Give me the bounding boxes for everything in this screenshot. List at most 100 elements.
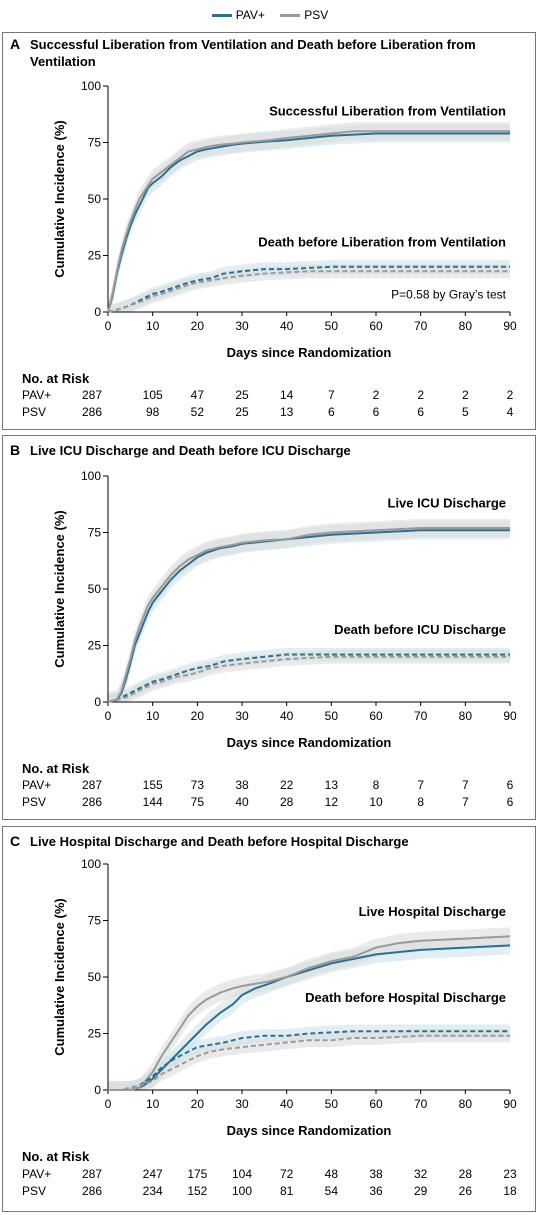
panel-a-risk-cell-0-5: 7	[328, 388, 335, 402]
panel-b-xtick-label-0: 0	[105, 709, 112, 723]
panel-a-xtick-label-80: 80	[459, 319, 473, 333]
panel-a-risk-cell-0-1: 105	[143, 388, 163, 402]
panel-c-xtick-label-40: 40	[280, 1097, 294, 1111]
panel-b-risk-cell-1-6: 10	[369, 795, 383, 809]
panel-b-xtick-label-50: 50	[325, 709, 339, 723]
panel-b-line-psv-main	[107, 527, 510, 703]
panel-b-risk-cell-0-9: 6	[507, 778, 514, 792]
panel-b-ytick-label-75: 75	[88, 526, 102, 540]
panel-b-risk-cell-0-3: 38	[235, 778, 249, 792]
panel-b-annotation-1: Death before ICU Discharge	[334, 622, 506, 637]
panel-a-risk-cell-1-2: 52	[191, 405, 205, 419]
panel-b-ytick-label-0: 0	[94, 695, 101, 709]
panel-a-risk-cell-0-0: 287	[82, 388, 102, 402]
panel-c-ylabel: Cumulative Incidence (%)	[52, 898, 67, 1055]
panel-a-xtick-label-70: 70	[414, 319, 428, 333]
panel-c-risk-cell-1-9: 18	[503, 1184, 517, 1198]
panel-c-band-2	[108, 1024, 510, 1090]
panel-a-xlabel: Days since Randomization	[227, 345, 392, 360]
panel-c-xtick-label-0: 0	[105, 1097, 112, 1111]
panel-a-xtick-label-60: 60	[369, 319, 383, 333]
panel-b-ytick-label-50: 50	[88, 582, 102, 596]
panel-a-title-line1: Successful Liberation from Ventilation a…	[30, 37, 476, 52]
panel-a-risk-cell-0-3: 25	[235, 388, 249, 402]
panel-c-line-psv-main	[108, 935, 511, 1091]
panel-a-risk-header: No. at Risk	[22, 371, 90, 386]
panel-c-risk-header: No. at Risk	[22, 1149, 90, 1164]
panel-a-letter: A	[10, 36, 20, 52]
panel-b-risk-cell-1-5: 12	[325, 795, 339, 809]
panel-b-xtick-label-20: 20	[191, 709, 205, 723]
panel-c-risk-cell-0-9: 23	[503, 1167, 517, 1181]
panel-a-line-psv-death	[107, 270, 510, 313]
panel-b-risk-cell-0-0: 287	[82, 778, 102, 792]
panel-c-risk-label-1: PSV	[22, 1184, 46, 1198]
panel-a-xtick-label-40: 40	[280, 319, 294, 333]
panel-a-risk-cell-0-9: 2	[507, 388, 514, 402]
panel-a-xtick-label-90: 90	[503, 319, 517, 333]
panel-c-risk-cell-1-5: 54	[325, 1184, 339, 1198]
panel-b-xtick-label-70: 70	[414, 709, 428, 723]
panel-a-xtick-label-20: 20	[191, 319, 205, 333]
panel-b-band-0	[108, 521, 510, 702]
panel-c-risk-cell-1-0: 286	[82, 1184, 102, 1198]
panel-c-ytick-label-50: 50	[88, 970, 102, 984]
panel-a-annotation-1: Death before Liberation from Ventilation	[258, 234, 506, 249]
panel-b-risk-cell-1-9: 6	[507, 795, 514, 809]
panel-c-risk-cell-1-4: 81	[280, 1184, 294, 1198]
panel-b-line-pav-death	[107, 653, 510, 703]
panel-b-risk-cell-1-0: 286	[82, 795, 102, 809]
panel-b-ylabel: Cumulative Incidence (%)	[52, 510, 67, 667]
panel-b-xtick-label-30: 30	[235, 709, 249, 723]
panel-b-ytick-label-25: 25	[88, 639, 102, 653]
panel-b-xtick-label-40: 40	[280, 709, 294, 723]
panel-b-title: Live ICU Discharge and Death before ICU …	[30, 443, 351, 458]
panel-b-risk-label-0: PAV+	[22, 778, 51, 792]
panel-a-xtick-label-10: 10	[146, 319, 160, 333]
legend-swatch-psv	[280, 14, 301, 18]
panel-a-annotation-0: Successful Liberation from Ventilation	[269, 103, 506, 118]
panel-b-line-pav-main	[107, 529, 510, 703]
panel-a-risk-cell-1-6: 6	[373, 405, 380, 419]
panel-c-risk-cell-0-6: 38	[369, 1167, 383, 1181]
panel-c-annotation-1: Death before Hospital Discharge	[305, 990, 506, 1005]
panel-c-ytick-label-0: 0	[94, 1083, 101, 1097]
panel-c-ytick-label-100: 100	[81, 857, 101, 871]
panel-a-line-psv-main	[107, 130, 510, 313]
panel-b-letter: B	[10, 442, 20, 458]
legend-item-pav: PAV+	[211, 8, 265, 22]
panel-c-risk-cell-0-3: 104	[232, 1167, 252, 1181]
panel-c-ytick-label-75: 75	[88, 914, 102, 928]
panel-c-risk-cell-0-0: 287	[82, 1167, 102, 1181]
panel-a-ylabel: Cumulative Incidence (%)	[52, 120, 67, 277]
panel-b-xtick-label-90: 90	[503, 709, 517, 723]
panel-c-risk-label-0: PAV+	[22, 1167, 51, 1181]
panel-c-risk-cell-1-7: 29	[414, 1184, 428, 1198]
panel-c-risk-cell-0-4: 72	[280, 1167, 294, 1181]
panel-a-risk-cell-1-3: 25	[235, 405, 249, 419]
panel-b-xtick-label-60: 60	[369, 709, 383, 723]
panel-a-ytick-label-75: 75	[88, 136, 102, 150]
panel-frame-a	[2, 32, 536, 430]
panel-a-risk-cell-1-1: 98	[146, 405, 160, 419]
panel-c-risk-cell-1-3: 100	[232, 1184, 252, 1198]
panel-c-xtick-label-60: 60	[369, 1097, 383, 1111]
legend-label-psv: PSV	[304, 8, 329, 22]
legend-item-psv: PSV	[280, 8, 328, 22]
panel-a-title-line2: Ventilation	[30, 54, 96, 69]
legend: PAV+ PSV	[0, 8, 540, 22]
panel-c-line-pav-main	[108, 944, 511, 1091]
panel-a-risk-label-0: PAV+	[22, 388, 51, 402]
panel-c-risk-cell-0-5: 48	[325, 1167, 339, 1181]
panel-b-line-psv-death	[107, 655, 510, 703]
panel-a-risk-cell-0-2: 47	[191, 388, 205, 402]
panel-b-xtick-label-10: 10	[146, 709, 160, 723]
panel-a-ytick-label-50: 50	[88, 192, 102, 206]
panel-a-xtick-label-30: 30	[235, 319, 249, 333]
panel-c-risk-cell-0-2: 175	[187, 1167, 207, 1181]
panel-b-risk-header: No. at Risk	[22, 761, 90, 776]
panel-b-risk-cell-1-3: 40	[235, 795, 249, 809]
panel-c-annotation-0: Live Hospital Discharge	[359, 904, 506, 919]
